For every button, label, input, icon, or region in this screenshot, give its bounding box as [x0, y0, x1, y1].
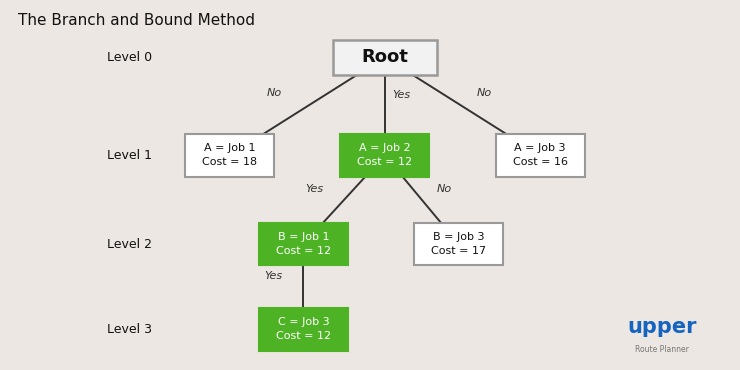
Text: Level 2: Level 2	[107, 238, 152, 251]
FancyBboxPatch shape	[414, 223, 503, 266]
FancyBboxPatch shape	[333, 40, 437, 75]
Text: No: No	[477, 88, 492, 98]
Text: B = Job 3
Cost = 17: B = Job 3 Cost = 17	[431, 232, 486, 256]
Text: No: No	[437, 184, 451, 194]
Text: Root: Root	[361, 48, 408, 66]
FancyBboxPatch shape	[340, 134, 429, 177]
Text: Level 0: Level 0	[107, 51, 152, 64]
Text: Yes: Yes	[306, 184, 323, 194]
Text: Yes: Yes	[392, 90, 410, 100]
Text: A = Job 1
Cost = 18: A = Job 1 Cost = 18	[202, 144, 257, 167]
Text: Yes: Yes	[265, 271, 283, 282]
FancyBboxPatch shape	[259, 308, 348, 351]
Text: Level 3: Level 3	[107, 323, 152, 336]
Text: B = Job 1
Cost = 12: B = Job 1 Cost = 12	[276, 232, 331, 256]
Text: C = Job 3
Cost = 12: C = Job 3 Cost = 12	[276, 317, 331, 341]
FancyBboxPatch shape	[185, 134, 274, 177]
Text: A = Job 2
Cost = 12: A = Job 2 Cost = 12	[357, 144, 412, 167]
Text: The Branch and Bound Method: The Branch and Bound Method	[18, 13, 255, 28]
Text: Level 1: Level 1	[107, 149, 152, 162]
Text: Route Planner: Route Planner	[636, 345, 689, 354]
Text: A = Job 3
Cost = 16: A = Job 3 Cost = 16	[513, 144, 568, 167]
Text: upper: upper	[628, 317, 697, 337]
FancyBboxPatch shape	[496, 134, 585, 177]
FancyBboxPatch shape	[259, 223, 348, 266]
Text: No: No	[266, 88, 281, 98]
